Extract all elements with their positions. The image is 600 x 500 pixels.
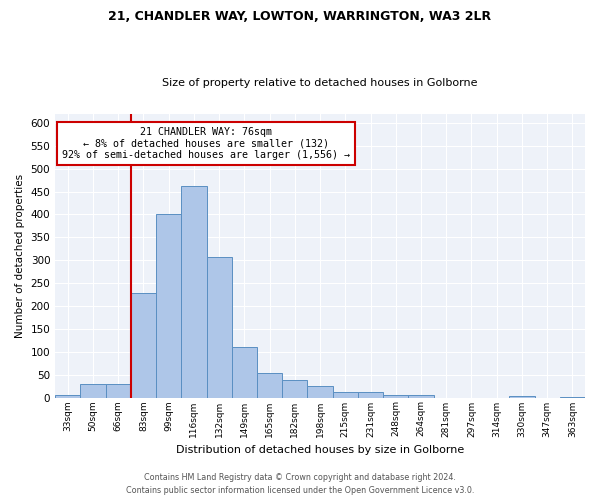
Text: 21 CHANDLER WAY: 76sqm
← 8% of detached houses are smaller (132)
92% of semi-det: 21 CHANDLER WAY: 76sqm ← 8% of detached … [62, 126, 350, 160]
Bar [131, 293, 156, 398]
X-axis label: Distribution of detached houses by size in Golborne: Distribution of detached houses by size … [176, 445, 464, 455]
Bar [509, 396, 535, 398]
Bar [206, 257, 232, 398]
Bar [55, 395, 80, 398]
Y-axis label: Number of detached properties: Number of detached properties [15, 174, 25, 338]
Text: Contains HM Land Registry data © Crown copyright and database right 2024.
Contai: Contains HM Land Registry data © Crown c… [126, 474, 474, 495]
Bar [156, 214, 181, 398]
Bar [383, 395, 409, 398]
Bar [560, 396, 585, 398]
Bar [332, 392, 358, 398]
Bar [358, 392, 383, 398]
Title: Size of property relative to detached houses in Golborne: Size of property relative to detached ho… [163, 78, 478, 88]
Bar [106, 384, 131, 398]
Bar [307, 386, 332, 398]
Bar [282, 380, 307, 398]
Bar [80, 384, 106, 398]
Bar [181, 186, 206, 398]
Bar [409, 395, 434, 398]
Text: 21, CHANDLER WAY, LOWTON, WARRINGTON, WA3 2LR: 21, CHANDLER WAY, LOWTON, WARRINGTON, WA… [109, 10, 491, 23]
Bar [232, 347, 257, 398]
Bar [257, 374, 282, 398]
